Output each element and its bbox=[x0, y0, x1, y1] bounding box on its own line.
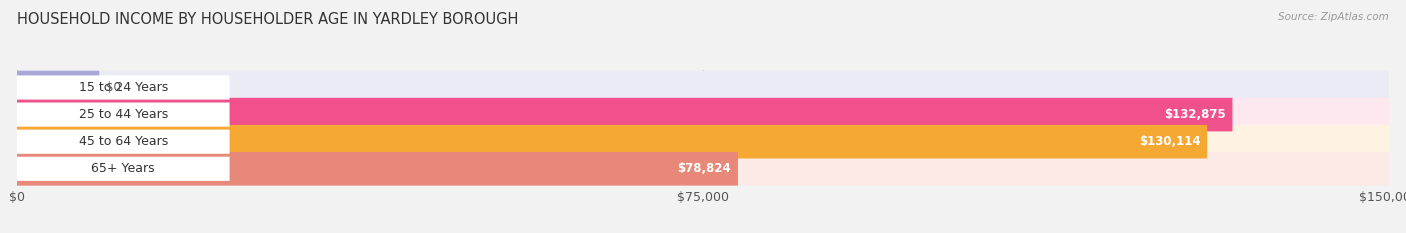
Text: $130,114: $130,114 bbox=[1139, 135, 1201, 148]
Text: 25 to 44 Years: 25 to 44 Years bbox=[79, 108, 167, 121]
Text: Source: ZipAtlas.com: Source: ZipAtlas.com bbox=[1278, 12, 1389, 22]
FancyBboxPatch shape bbox=[17, 125, 1389, 158]
FancyBboxPatch shape bbox=[17, 71, 1389, 104]
FancyBboxPatch shape bbox=[17, 125, 1208, 158]
Text: HOUSEHOLD INCOME BY HOUSEHOLDER AGE IN YARDLEY BOROUGH: HOUSEHOLD INCOME BY HOUSEHOLDER AGE IN Y… bbox=[17, 12, 519, 27]
FancyBboxPatch shape bbox=[17, 98, 1233, 131]
Text: 15 to 24 Years: 15 to 24 Years bbox=[79, 81, 167, 94]
FancyBboxPatch shape bbox=[17, 98, 1389, 131]
Text: $0: $0 bbox=[105, 81, 121, 94]
Text: $78,824: $78,824 bbox=[678, 162, 731, 175]
FancyBboxPatch shape bbox=[17, 157, 229, 181]
FancyBboxPatch shape bbox=[17, 71, 100, 104]
Text: $132,875: $132,875 bbox=[1164, 108, 1226, 121]
FancyBboxPatch shape bbox=[17, 152, 1389, 186]
FancyBboxPatch shape bbox=[17, 103, 229, 127]
FancyBboxPatch shape bbox=[17, 75, 229, 99]
Text: 45 to 64 Years: 45 to 64 Years bbox=[79, 135, 167, 148]
Text: 65+ Years: 65+ Years bbox=[91, 162, 155, 175]
FancyBboxPatch shape bbox=[17, 152, 738, 186]
FancyBboxPatch shape bbox=[17, 130, 229, 154]
